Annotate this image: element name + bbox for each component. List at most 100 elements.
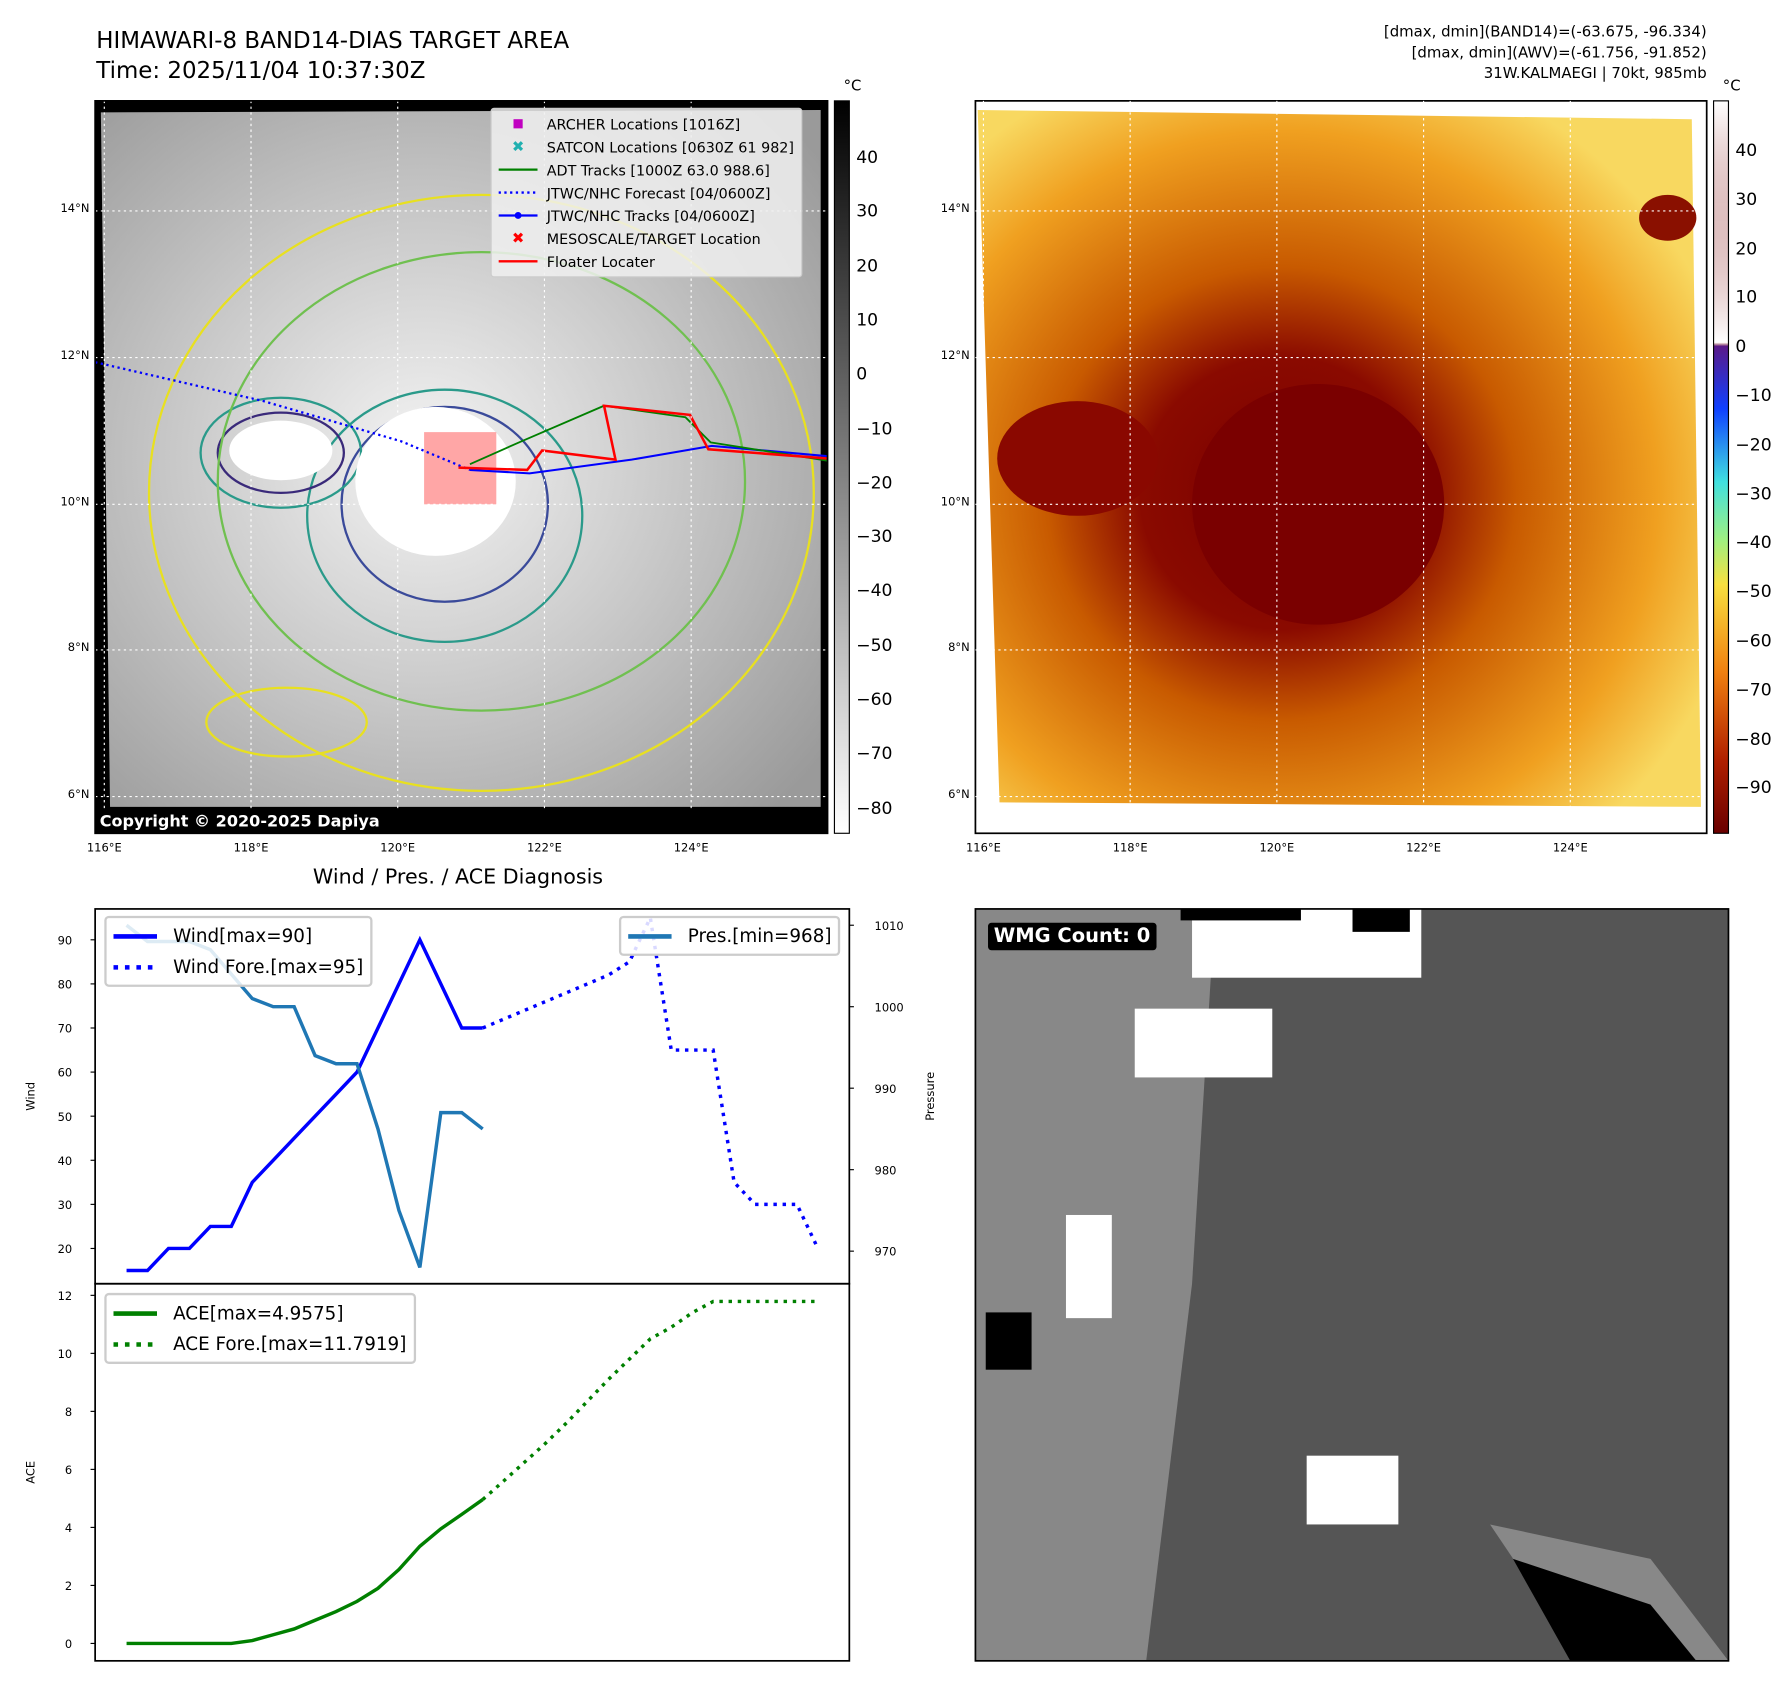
lon-tick-label: 124°E <box>673 842 709 856</box>
solid-line-icon <box>498 166 538 173</box>
right-map-panel <box>974 100 1730 835</box>
legend-wind: Wind[max=90] <box>173 924 313 947</box>
legend-item: ✖ SATCON Locations [0630Z 61 982] <box>499 135 794 158</box>
wmg-count-label: WMG Count: 0 <box>988 922 1157 951</box>
colorbar-tick-label: −60 <box>856 688 893 710</box>
colorbar-tick-label: −20 <box>1735 434 1772 455</box>
copyright-text: Copyright © 2020-2025 Dapiya <box>99 812 380 831</box>
colorbar-tick-label: 30 <box>1735 188 1758 210</box>
lat-tick-label: 8°N <box>948 641 970 655</box>
x-marker-icon: ✖ <box>511 229 525 248</box>
colorbar-tick-label: −90 <box>1735 777 1772 799</box>
left-colorbar <box>833 100 850 834</box>
colorbar-tick-label: −40 <box>1735 532 1772 553</box>
map-legend: ARCHER Locations [1016Z] ✖ SATCON Location… <box>490 107 803 278</box>
wmg-panel <box>974 908 1730 1662</box>
legend-label: MESOSCALE/TARGET Location <box>546 229 761 248</box>
stats-band14: [dmax, dmin](BAND14)=(-63.675, -96.334) <box>1383 24 1707 42</box>
y-tick-label: 2 <box>65 1579 72 1593</box>
y-tick-label: 0 <box>65 1637 72 1651</box>
y-axis-label: ACE <box>23 1461 37 1484</box>
solid-line-icon <box>498 258 538 265</box>
lat-tick-label: 14°N <box>60 202 90 216</box>
figure-time: Time: 2025/11/04 10:37:30Z <box>96 56 426 84</box>
square-marker-icon <box>499 119 538 129</box>
dotted-line-icon <box>113 964 158 970</box>
lat-tick-label: 6°N <box>948 788 970 802</box>
lat-tick-label: 10°N <box>940 496 970 509</box>
lat-tick-label: 8°N <box>67 641 90 655</box>
line-dot-icon <box>498 211 538 220</box>
colorbar-tick-label: 20 <box>856 255 879 276</box>
colorbar-tick-label: −30 <box>856 526 893 547</box>
colorbar-tick-label: −20 <box>856 472 893 493</box>
lon-tick-label: 118°E <box>1112 842 1148 856</box>
y2-tick-label: 980 <box>875 1163 897 1177</box>
y-tick-label: 90 <box>58 933 73 947</box>
lat-tick-label: 12°N <box>60 349 90 363</box>
series-line-wind <box>126 935 483 1273</box>
right-gridlines <box>975 100 1707 834</box>
lat-tick-label: 6°N <box>67 788 90 802</box>
colorbar-tick-label: −30 <box>1735 483 1772 504</box>
colorbar-tick-label: 40 <box>1735 139 1758 161</box>
right-colorbar <box>1712 100 1730 834</box>
colorbar-tick-label: −10 <box>1735 385 1772 406</box>
colorbar-tick-label: 20 <box>1735 237 1758 259</box>
adt-track <box>469 404 828 466</box>
y-tick-label: 70 <box>58 1022 73 1036</box>
left-colorbar-unit: °C <box>843 77 862 96</box>
lon-tick-label: 116°E <box>966 842 1001 856</box>
lat-tick-label: 10°N <box>60 496 90 509</box>
y-tick-label: 20 <box>58 1242 73 1256</box>
legend-item: ARCHER Locations [1016Z] <box>499 112 794 135</box>
solid-line-icon <box>113 1310 158 1316</box>
wind-legend: Wind[max=90] Wind Fore.[max=95] <box>104 915 373 987</box>
y-tick-label: 6 <box>65 1463 72 1477</box>
legend-label: Floater Locater <box>546 252 655 270</box>
legend-item: ✖ MESOSCALE/TARGET Location <box>499 227 794 250</box>
plot-frame <box>94 1282 851 1662</box>
y-tick-label: 8 <box>65 1405 72 1419</box>
lon-tick-label: 122°E <box>1406 842 1442 856</box>
colorbar-tick-label: −70 <box>856 743 893 764</box>
legend-label: JTWC/NHC Tracks [04/0600Z] <box>546 206 755 225</box>
copyright-bar: Copyright © 2020-2025 Dapiya <box>96 809 828 834</box>
y-tick-label: 80 <box>58 977 73 991</box>
pressure-legend: Pres.[min=968] <box>618 915 841 956</box>
lon-tick-label: 122°E <box>527 842 562 856</box>
legend-item: ADT Tracks [1000Z 63.0 988.6] <box>498 158 794 181</box>
lon-tick-label: 118°E <box>233 842 269 856</box>
dotted-line-icon <box>498 189 538 196</box>
y-tick-label: 30 <box>58 1198 73 1212</box>
ace-legend: ACE[max=4.9575] ACE Fore.[max=11.7919] <box>104 1292 416 1364</box>
y2-tick-label: 1010 <box>875 919 904 933</box>
colorbar-tick-label: 30 <box>856 200 879 222</box>
colorbar-tick-label: −40 <box>856 580 893 602</box>
legend-label: SATCON Locations [0630Z 61 982] <box>546 138 795 156</box>
legend-item: JTWC/NHC Tracks [04/0600Z] <box>498 204 794 227</box>
y-tick-label: 10 <box>58 1347 73 1361</box>
series-line-wind-fore- <box>482 912 820 1250</box>
y-tick-label: 4 <box>65 1521 72 1535</box>
colorbar-tick-label: −50 <box>856 634 893 656</box>
solid-line-icon <box>628 933 672 939</box>
y2-axis-label: Pressure <box>923 1072 937 1121</box>
legend-item: JTWC/NHC Forecast [04/0600Z] <box>498 181 794 204</box>
series-line-ace-fore- <box>481 1299 818 1501</box>
colorbar-tick-label: 40 <box>856 146 879 168</box>
y2-tick-label: 970 <box>875 1245 897 1259</box>
colorbar-tick-label: −50 <box>1735 581 1772 602</box>
legend-ace: ACE[max=4.9575] <box>173 1302 344 1324</box>
jtwc-forecast-track <box>94 361 471 472</box>
lon-tick-label: 120°E <box>1259 842 1295 856</box>
right-colorbar-unit: °C <box>1722 77 1741 96</box>
lon-tick-label: 116°E <box>86 842 122 856</box>
colorbar-tick-label: 0 <box>856 363 868 385</box>
lat-tick-label: 14°N <box>940 202 970 216</box>
legend-ace-forecast: ACE Fore.[max=11.7919] <box>173 1333 407 1355</box>
solid-line-icon <box>113 933 158 939</box>
colorbar-tick-label: 10 <box>856 309 879 330</box>
